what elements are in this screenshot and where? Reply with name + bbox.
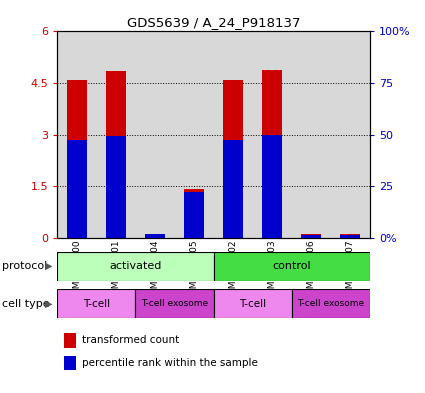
Text: T-cell exosome: T-cell exosome	[297, 299, 364, 308]
Bar	[292, 289, 370, 318]
Bar	[136, 289, 213, 318]
Bar	[262, 70, 282, 238]
Text: T-cell exosome: T-cell exosome	[141, 299, 208, 308]
Bar	[57, 289, 136, 318]
Text: ▶: ▶	[45, 261, 53, 271]
Bar	[67, 140, 87, 238]
Bar	[262, 135, 282, 238]
Bar	[223, 79, 243, 238]
Text: activated: activated	[109, 261, 162, 271]
Title: GDS5639 / A_24_P918137: GDS5639 / A_24_P918137	[127, 16, 300, 29]
Text: cell type: cell type	[2, 299, 50, 309]
Text: ▶: ▶	[45, 299, 53, 309]
Bar	[292, 31, 331, 238]
Bar	[213, 252, 370, 281]
Bar	[301, 234, 321, 238]
Bar	[252, 31, 292, 238]
Bar	[223, 140, 243, 238]
Bar	[64, 333, 76, 348]
Text: control: control	[272, 261, 311, 271]
Bar	[175, 31, 213, 238]
Bar	[145, 233, 165, 238]
Bar	[331, 31, 370, 238]
Text: protocol: protocol	[2, 261, 47, 271]
Bar	[340, 235, 360, 238]
Bar	[213, 31, 252, 238]
Text: transformed count: transformed count	[82, 336, 180, 345]
Text: T-cell: T-cell	[239, 299, 266, 309]
Bar	[57, 252, 213, 281]
Bar	[136, 31, 175, 238]
Text: T-cell: T-cell	[83, 299, 110, 309]
Bar	[57, 31, 96, 238]
Bar	[106, 71, 126, 238]
Bar	[67, 79, 87, 238]
Bar	[301, 235, 321, 238]
Bar	[106, 136, 126, 238]
Text: percentile rank within the sample: percentile rank within the sample	[82, 358, 258, 368]
Bar	[184, 189, 204, 238]
Bar	[64, 356, 76, 370]
Bar	[213, 289, 292, 318]
Bar	[145, 234, 165, 238]
Bar	[184, 192, 204, 238]
Bar	[340, 233, 360, 238]
Bar	[96, 31, 136, 238]
